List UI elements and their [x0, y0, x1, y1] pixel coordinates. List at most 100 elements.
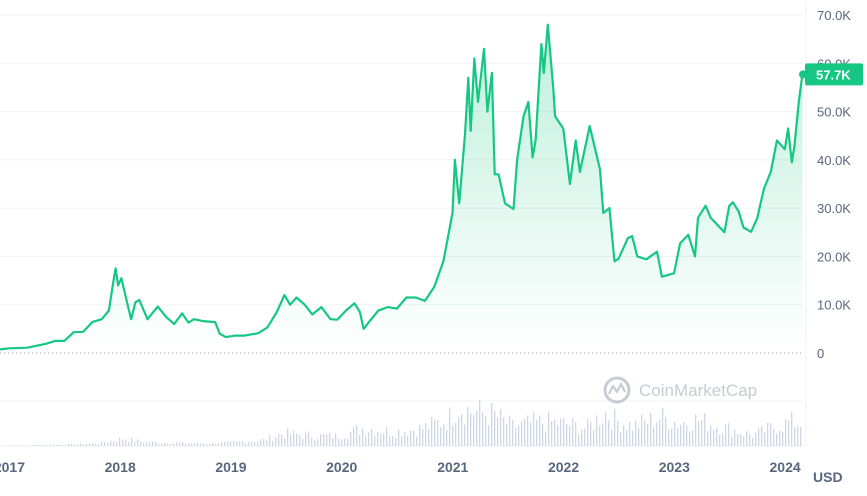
volume-bar: [86, 444, 88, 446]
volume-bar: [263, 438, 265, 446]
volume-bar: [335, 433, 337, 446]
volume-bar: [482, 412, 484, 446]
volume-bar: [8, 445, 10, 446]
volume-bar: [113, 441, 115, 446]
x-tick-label: 2024: [770, 459, 801, 475]
volume-bar: [308, 431, 310, 446]
volume-bar: [260, 439, 262, 446]
volume-bar: [545, 431, 547, 446]
volume-bar: [686, 425, 688, 446]
volume-bar: [488, 425, 490, 446]
volume-bar: [773, 428, 775, 446]
coinmarketcap-logo-icon: [603, 376, 631, 404]
volume-bar: [710, 425, 712, 446]
watermark-text: CoinMarketCap: [639, 381, 757, 400]
volume-bar: [536, 419, 538, 446]
volume-bar: [272, 440, 274, 446]
volume-bar: [296, 433, 298, 446]
volume-bar: [305, 432, 307, 446]
volume-bar: [77, 444, 79, 446]
volume-bar: [257, 441, 259, 446]
volume-bar: [626, 430, 628, 446]
volume-bar: [425, 423, 427, 446]
volume-bar: [194, 443, 196, 446]
price-line: [0, 23, 804, 351]
x-tick-label: 2020: [326, 459, 357, 475]
volume-bar: [314, 440, 316, 446]
volume-bar: [698, 421, 700, 446]
volume-bar: [575, 422, 577, 446]
volume-bar: [404, 431, 406, 446]
volume-bar: [104, 442, 106, 446]
volume-bar: [278, 433, 280, 446]
volume-bar: [215, 444, 217, 446]
y-tick-label: 20.0K: [817, 249, 851, 264]
volume-bar: [770, 423, 772, 446]
volume-bar: [731, 436, 733, 446]
volume-bar: [356, 425, 358, 446]
volume-bar: [743, 436, 745, 446]
volume-bar: [269, 434, 271, 446]
x-axis: 2017 2018 2019 2020 2021 2022 2023 2024: [0, 459, 801, 475]
volume-bar: [716, 427, 718, 446]
x-tick-label: 2017: [0, 459, 25, 475]
volume-bar: [461, 414, 463, 446]
volume-bar: [152, 441, 154, 446]
volume-bar: [713, 429, 715, 446]
volume-bar: [782, 431, 784, 446]
volume-bar: [500, 409, 502, 446]
volume-bar: [560, 418, 562, 446]
volume-bar: [494, 410, 496, 446]
volume-bar: [344, 438, 346, 446]
current-price-dot: [799, 70, 807, 79]
volume-bar: [794, 427, 796, 446]
volume-bar: [587, 419, 589, 446]
volume-bar: [581, 429, 583, 446]
volume-bar: [662, 407, 664, 446]
volume-bar: [458, 417, 460, 446]
volume-bar: [659, 419, 661, 446]
x-tick-label: 2021: [437, 459, 468, 475]
volume-bar: [293, 430, 295, 446]
volume-bar: [395, 437, 397, 446]
volume-bar: [134, 441, 136, 446]
volume-bar: [149, 442, 151, 446]
volume-bar: [80, 443, 82, 446]
volume-bar: [203, 443, 205, 446]
volume-bar: [446, 430, 448, 446]
volume-bar: [230, 440, 232, 446]
volume-bar: [221, 442, 223, 446]
volume-bar: [38, 444, 40, 446]
volume-bar: [245, 443, 247, 446]
volume-bar: [383, 433, 385, 446]
volume-bar: [413, 430, 415, 446]
volume-bar: [569, 425, 571, 446]
volume-bar: [188, 443, 190, 446]
volume-bar: [683, 421, 685, 446]
volume-bar: [755, 433, 757, 446]
volume-bar: [590, 421, 592, 446]
volume-bar: [614, 408, 616, 446]
volume-bar: [137, 439, 139, 446]
volume-bar: [161, 443, 163, 446]
volume-bar: [125, 439, 127, 446]
volume-bar: [353, 426, 355, 446]
volume-bar: [503, 417, 505, 446]
volume-bar: [671, 428, 673, 446]
volume-bar: [758, 428, 760, 446]
volume-bar: [557, 425, 559, 446]
volume-bar: [68, 444, 70, 446]
volume-bar: [179, 442, 181, 446]
volume-bar: [479, 399, 481, 446]
volume-bar: [665, 417, 667, 446]
volume-bar: [548, 411, 550, 446]
y-tick-label: 0: [817, 346, 824, 361]
volume-bar: [368, 431, 370, 446]
volume-bar: [707, 431, 709, 446]
volume-bar: [173, 443, 175, 446]
volume-bar: [200, 443, 202, 446]
volume-bar: [788, 420, 790, 446]
volume-bar: [797, 425, 799, 446]
volume-bar: [299, 435, 301, 446]
